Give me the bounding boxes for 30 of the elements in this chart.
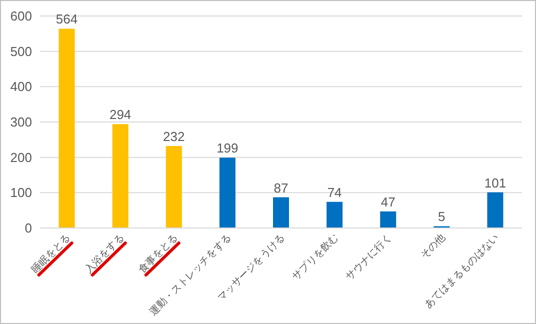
y-tick-label: 600 bbox=[10, 8, 32, 24]
data-label: 47 bbox=[380, 194, 396, 210]
x-tick-label: 入浴をする bbox=[82, 232, 126, 276]
bar bbox=[487, 192, 504, 228]
x-tick-label: 睡眠をとる bbox=[29, 232, 73, 276]
bar bbox=[112, 124, 128, 228]
data-label: 294 bbox=[109, 107, 132, 122]
bar bbox=[58, 28, 75, 228]
data-label: 199 bbox=[216, 140, 238, 156]
bar bbox=[166, 146, 182, 228]
data-label: 101 bbox=[484, 175, 506, 190]
x-tick-label: その他 bbox=[418, 232, 448, 262]
y-tick-label: 0 bbox=[24, 220, 32, 236]
bar bbox=[326, 202, 343, 228]
data-label: 87 bbox=[274, 180, 288, 196]
y-tick-label: 500 bbox=[10, 44, 32, 59]
y-tick-label: 300 bbox=[10, 114, 32, 130]
y-tick-label: 100 bbox=[10, 185, 32, 200]
y-tick-label: 200 bbox=[10, 150, 32, 165]
bar bbox=[219, 158, 236, 228]
bar bbox=[380, 211, 396, 228]
x-tick-label: サウナに行く bbox=[344, 232, 394, 283]
bar bbox=[273, 197, 289, 228]
x-tick-label: 食事をとる bbox=[136, 232, 180, 276]
x-tick-label: サプリを飲む bbox=[290, 232, 341, 283]
data-label: 232 bbox=[163, 129, 185, 144]
data-label: 74 bbox=[327, 184, 342, 200]
data-label: 5 bbox=[438, 209, 446, 224]
data-label: 564 bbox=[56, 12, 78, 27]
y-tick-label: 400 bbox=[10, 79, 32, 94]
